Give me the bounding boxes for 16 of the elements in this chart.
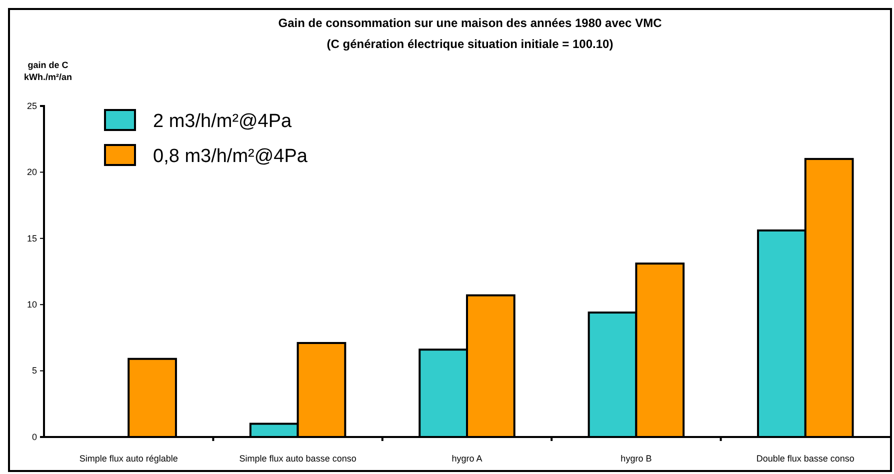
y-tick-label: 20	[26, 167, 37, 178]
legend-label: 2 m3/h/m²@4Pa	[153, 111, 292, 132]
y-axis-title: gain de C kWh./m²/an	[24, 60, 72, 82]
y-tick-label: 0	[32, 432, 37, 442]
y-tick-label: 15	[26, 233, 37, 244]
x-tick-label: Simple flux auto basse conso	[239, 453, 356, 464]
y-tick-label: 10	[26, 299, 37, 310]
x-tick-label: hygro B	[620, 453, 652, 464]
chart-subtitle: (C génération électrique situation initiale = 100.10)	[326, 37, 614, 51]
x-tick-label: Simple flux auto réglable	[79, 453, 178, 464]
y-tick-label: 5	[32, 366, 37, 376]
y-tick-label: 25	[26, 100, 37, 111]
legend-label: 0,8 m3/h/m²@4Pa	[153, 146, 308, 167]
x-tick-label: hygro A	[452, 453, 482, 464]
chart-title: Gain de consommation sur une maison des années 1980 avec VMC	[278, 16, 662, 30]
x-tick-label: Double flux basse conso	[756, 453, 854, 464]
